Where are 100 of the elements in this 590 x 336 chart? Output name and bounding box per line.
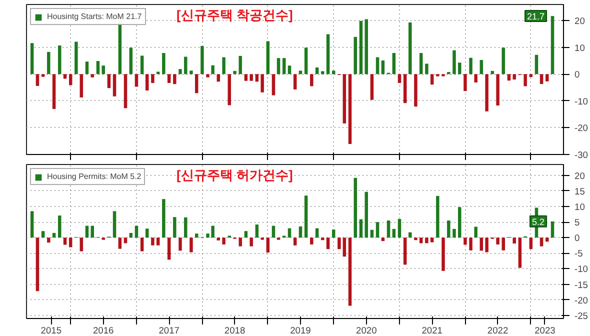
bar xyxy=(129,48,133,74)
bar xyxy=(512,74,516,80)
bar xyxy=(238,56,242,74)
bar xyxy=(52,74,56,109)
x-tick-label: 2020 xyxy=(356,326,377,336)
bar xyxy=(550,221,554,238)
bar xyxy=(310,238,314,244)
bar xyxy=(540,238,544,246)
bar xyxy=(386,220,390,238)
bar xyxy=(381,238,385,242)
bar xyxy=(419,238,423,244)
x-tick-label: 2017 xyxy=(158,326,180,336)
bar xyxy=(310,74,314,86)
bar xyxy=(524,74,527,86)
annotation: 21.7 xyxy=(527,12,545,22)
chart-title: [신규주택 허가건수] xyxy=(176,168,293,182)
bar xyxy=(342,74,346,124)
bar xyxy=(414,238,418,240)
x-tick-label: 2016 xyxy=(92,326,114,336)
bar xyxy=(63,74,67,79)
bar xyxy=(41,74,45,77)
bar xyxy=(184,217,188,238)
bar xyxy=(173,74,176,84)
bar xyxy=(398,74,402,83)
annotation: 5.2 xyxy=(532,216,545,227)
bar xyxy=(425,64,428,74)
bar xyxy=(502,238,505,250)
y-tick-label: -5 xyxy=(574,248,583,259)
y-tick-label: -10 xyxy=(574,96,588,106)
bar xyxy=(354,36,358,74)
bar xyxy=(184,56,188,74)
bar xyxy=(474,226,478,238)
bar xyxy=(458,62,462,74)
bar xyxy=(222,57,226,74)
bar xyxy=(96,61,100,74)
bar xyxy=(178,238,182,251)
bar xyxy=(326,238,330,250)
bar xyxy=(36,74,40,86)
bar xyxy=(255,224,259,238)
bar xyxy=(80,238,84,252)
bar xyxy=(233,70,236,74)
bar xyxy=(30,211,34,238)
bar xyxy=(464,74,467,92)
bar xyxy=(452,50,456,74)
bar xyxy=(364,19,368,74)
bar xyxy=(304,48,308,74)
bar xyxy=(452,228,456,238)
bar xyxy=(140,238,144,252)
bar xyxy=(266,41,270,74)
bar xyxy=(540,74,544,84)
bar xyxy=(430,74,434,85)
bar xyxy=(206,74,210,78)
bar xyxy=(134,226,138,238)
bar xyxy=(272,226,276,238)
bar xyxy=(118,238,122,249)
y-tick-label: -20 xyxy=(574,123,588,134)
bar xyxy=(529,238,533,250)
y-tick-label: -15 xyxy=(574,280,588,290)
bar xyxy=(162,199,166,238)
chart-title: [신규주택 착공건수] xyxy=(176,8,293,22)
bar xyxy=(68,238,72,248)
bar xyxy=(112,211,116,238)
bar xyxy=(68,74,72,86)
bar xyxy=(348,74,352,144)
y-tick-label: 20 xyxy=(574,170,585,181)
bar xyxy=(167,74,171,83)
bar xyxy=(140,56,144,74)
bar xyxy=(348,238,352,306)
bar xyxy=(496,238,500,244)
bar xyxy=(58,216,62,238)
bar xyxy=(216,74,220,82)
bar xyxy=(63,238,67,245)
bar xyxy=(90,226,94,238)
bar xyxy=(255,74,259,82)
y-tick-label: 0 xyxy=(574,233,580,244)
bar xyxy=(41,231,45,238)
bar xyxy=(129,232,133,238)
bar xyxy=(321,71,324,74)
bar xyxy=(195,234,198,238)
bar xyxy=(112,74,116,96)
bar xyxy=(298,226,302,238)
bar xyxy=(102,66,105,74)
x-tick-label: 2019 xyxy=(290,326,311,336)
bar xyxy=(47,238,50,243)
bar xyxy=(447,220,450,238)
bar xyxy=(550,16,554,74)
bar xyxy=(85,226,89,238)
bar xyxy=(282,58,286,74)
bar xyxy=(216,238,220,240)
bar xyxy=(30,43,34,74)
bar xyxy=(36,238,40,292)
y-tick-label: 15 xyxy=(574,186,585,196)
bar xyxy=(485,74,488,112)
y-tick-label: -30 xyxy=(574,150,588,160)
bar xyxy=(518,238,522,268)
y-tick-label: 20 xyxy=(574,16,585,26)
bar xyxy=(162,52,166,74)
bar xyxy=(485,238,488,252)
bar xyxy=(469,238,472,250)
y-tick-label: 10 xyxy=(574,202,585,212)
